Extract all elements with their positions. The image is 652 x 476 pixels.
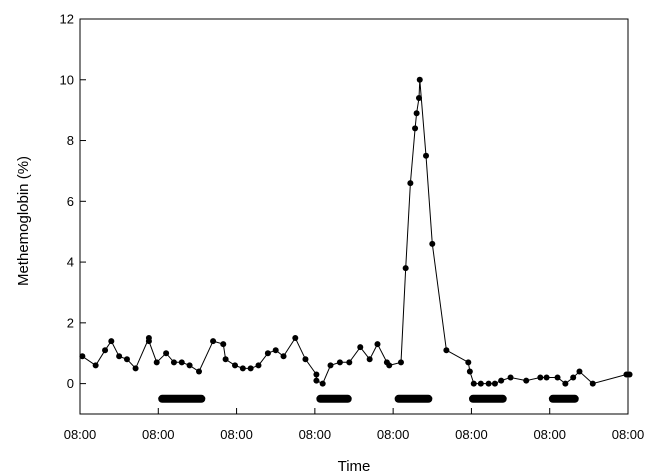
data-point [116,353,123,360]
data-point [397,359,404,366]
data-point [170,359,177,366]
data-point [412,125,419,132]
data-point [407,180,414,187]
y-tick-label: 4 [67,255,74,270]
x-tick-label: 08:00 [142,427,175,442]
data-point [79,353,86,360]
series-line [82,79,630,385]
data-point [232,362,239,369]
plot-frame [79,18,629,415]
data-point [178,359,185,366]
y-tick-label: 12 [60,12,74,27]
data-point [443,347,450,354]
x-tick-label: 08:00 [455,427,488,442]
data-point [374,341,381,348]
y-tick-label: 2 [67,315,74,330]
data-point [264,350,271,357]
data-point [153,359,160,366]
data-point [423,152,430,159]
data-point [491,380,498,387]
data-point [313,371,320,378]
data-point [523,377,530,384]
data-point [429,240,436,247]
axes: 0 2 4 6 8 10 12 08:00 08:00 08:00 08:00 08:00 08:00 0… [60,12,645,443]
data-point [570,374,577,381]
data-point [470,380,477,387]
y-axis-title: Methemoglobin (%) [15,156,32,286]
data-point [239,365,246,372]
data-point [402,265,409,272]
data-point [366,356,373,363]
y-tick-label: 10 [60,72,74,87]
y-tick-label: 6 [67,194,74,209]
data-point [626,371,633,378]
x-axis-title: Time [338,458,371,475]
data-point [416,76,423,83]
x-tick-label: 08:00 [377,427,410,442]
data-point [466,368,473,375]
data-point [346,359,353,366]
data-point [386,362,393,369]
data-series [79,76,633,387]
data-point [123,356,130,363]
data-point [465,359,472,366]
data-point [413,110,420,117]
y-tick-label: 0 [67,376,74,391]
data-point [313,377,320,384]
y-tick-label: 8 [67,133,74,148]
data-point [280,353,287,360]
data-point [562,380,569,387]
x-tick-label: 08:00 [64,427,97,442]
data-point [537,374,544,381]
data-point [163,350,170,357]
data-point [292,335,299,342]
data-point [485,380,492,387]
data-point [302,356,309,363]
x-tick-label: 08:00 [533,427,566,442]
data-point [272,347,279,354]
data-point [415,95,422,101]
x-tick-label: 08:00 [612,427,645,442]
data-point [186,362,193,369]
data-point [132,365,139,372]
data-point [195,368,202,375]
x-tick-label: 08:00 [299,427,332,442]
data-point [589,380,596,387]
data-point [92,362,99,369]
data-point [222,356,229,363]
data-point [543,374,550,381]
data-point [247,365,254,372]
data-point [498,377,505,384]
data-point [336,359,343,366]
x-tick-label: 08:00 [220,427,253,442]
data-point [576,368,583,375]
data-point [477,380,484,387]
data-point [255,362,262,369]
data-point [108,338,115,345]
data-point [507,374,514,381]
data-point [220,341,227,348]
data-point [319,380,326,387]
data-point [327,362,334,369]
data-point [210,338,217,345]
data-point [102,347,109,354]
data-point [145,338,152,345]
data-point [357,344,364,351]
data-point [554,374,561,381]
